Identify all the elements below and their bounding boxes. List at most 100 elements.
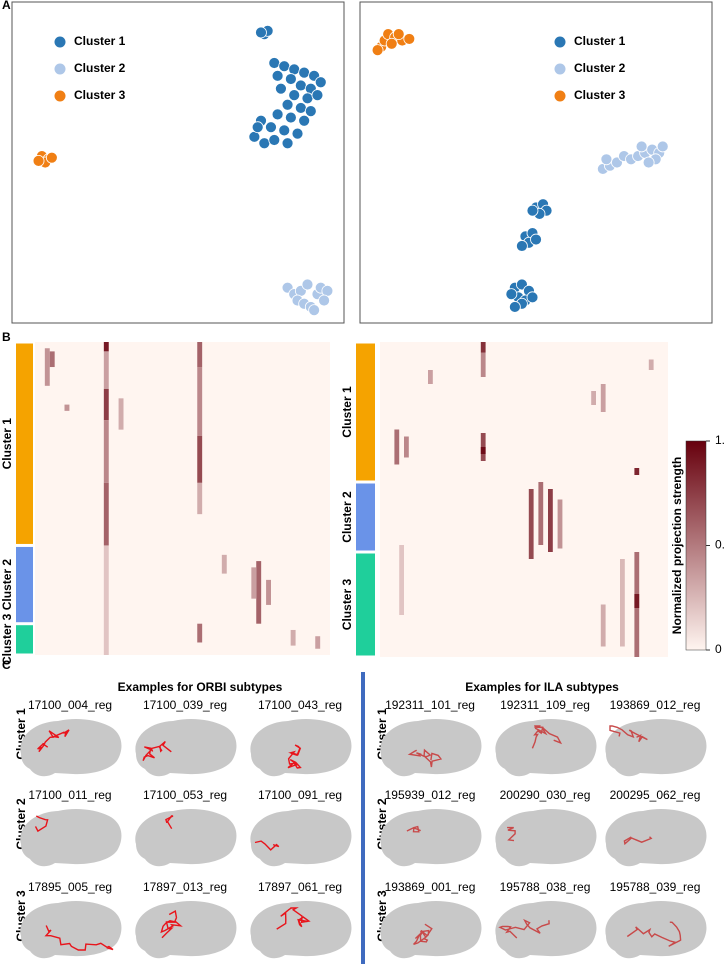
brain-outline xyxy=(605,808,707,867)
heatmap-cell xyxy=(634,468,640,475)
point xyxy=(304,105,317,118)
panel-label: A xyxy=(2,0,11,12)
legend-swatch xyxy=(554,90,566,102)
brain-outline xyxy=(20,718,122,777)
heatmap-cell xyxy=(49,351,55,368)
heatmap-cell xyxy=(557,499,563,549)
cluster-label: Cluster 2 xyxy=(0,559,14,611)
heatmap-cell xyxy=(528,489,534,559)
point xyxy=(268,134,281,146)
brain-outline xyxy=(380,718,482,777)
panel-title: Examples for ILA subtypes xyxy=(465,680,619,694)
heatmap-cell xyxy=(197,435,203,483)
heatmap-cell xyxy=(197,367,203,436)
neuron-trace xyxy=(609,725,648,743)
legend-label: Cluster 1 xyxy=(574,34,626,48)
panel-label: C xyxy=(2,658,11,672)
heatmap-cell xyxy=(103,342,109,352)
example-label: 17897_061_reg xyxy=(258,880,342,894)
point xyxy=(281,98,294,111)
brain-outline xyxy=(495,718,597,777)
heatmap-cell xyxy=(399,545,404,615)
neuron-trace xyxy=(413,923,433,946)
point xyxy=(516,240,528,252)
heatmap-cell xyxy=(197,482,203,515)
point xyxy=(301,278,314,291)
point xyxy=(371,44,384,57)
point xyxy=(318,294,330,307)
example-label: 195788_039_reg xyxy=(610,880,701,894)
heatmap-cell xyxy=(118,398,124,430)
point xyxy=(271,108,284,121)
example-label: 17895_005_reg xyxy=(28,880,112,894)
neuron-trace xyxy=(44,925,114,951)
legend-swatch xyxy=(554,63,566,75)
point xyxy=(288,89,301,101)
heatmap-cell xyxy=(197,342,203,368)
cluster-label: Cluster 2 xyxy=(340,491,354,543)
brain-outline xyxy=(250,900,352,959)
example-label: 193869_012_reg xyxy=(610,698,701,712)
cluster-bar xyxy=(16,546,33,623)
point xyxy=(294,79,307,92)
heatmap-cell xyxy=(591,391,596,405)
point xyxy=(311,89,324,101)
neuron-trace xyxy=(142,740,172,762)
point xyxy=(526,291,539,304)
point xyxy=(508,301,521,313)
heatmap-cell xyxy=(634,594,640,608)
heatmap-cell xyxy=(103,545,109,655)
legend-label: Cluster 3 xyxy=(74,88,126,102)
neuron-trace xyxy=(531,725,563,749)
heatmap-cell xyxy=(394,429,400,465)
neuron-trace xyxy=(407,748,443,768)
legend-swatch xyxy=(54,63,66,75)
plot-frame xyxy=(359,1,713,324)
point xyxy=(385,37,398,50)
heatmap-cell xyxy=(548,489,553,552)
neuron-trace xyxy=(626,921,682,947)
heatmap-cell xyxy=(103,420,109,483)
panel-title: Examples for ORBI subtypes xyxy=(118,680,283,694)
heatmap-cell xyxy=(251,567,257,599)
example-label: 17100_043_reg xyxy=(258,698,342,712)
heatmap-cell xyxy=(600,384,606,412)
brain-outline xyxy=(605,718,707,777)
legend-label: Cluster 2 xyxy=(74,61,126,75)
cluster-label: Cluster 3 xyxy=(340,579,354,631)
neuron-trace xyxy=(406,825,421,833)
brain-outline xyxy=(495,900,597,959)
point xyxy=(291,127,304,140)
heatmap-cell xyxy=(315,636,321,649)
cluster-label: Cluster 1 xyxy=(0,418,14,470)
neuron-trace xyxy=(254,840,280,851)
point xyxy=(278,60,291,73)
neuron-trace xyxy=(287,744,302,769)
example-label: 195788_038_reg xyxy=(500,880,591,894)
heatmap-cell xyxy=(221,554,227,574)
example-label: 17100_053_reg xyxy=(143,788,227,802)
point xyxy=(403,33,416,45)
heatmap-cell xyxy=(197,623,203,643)
point xyxy=(281,137,294,150)
example-label: 17100_091_reg xyxy=(258,788,342,802)
point xyxy=(258,137,271,150)
cluster-bar xyxy=(356,483,375,551)
legend-label: Cluster 2 xyxy=(574,61,626,75)
point xyxy=(268,57,281,69)
cluster-bar xyxy=(356,553,375,656)
heatmap-cell xyxy=(290,629,296,646)
heatmap-cell xyxy=(600,604,606,647)
brain-outline xyxy=(135,808,237,867)
point xyxy=(32,154,45,167)
example-label: 17100_004_reg xyxy=(28,698,112,712)
point xyxy=(298,114,311,127)
colorbar-tick-label: 0 xyxy=(715,642,722,656)
neuron-trace xyxy=(34,815,49,833)
legend-swatch xyxy=(54,90,66,102)
colorbar xyxy=(685,440,707,651)
heatmap-cell xyxy=(103,388,109,421)
point xyxy=(298,66,311,79)
example-label: 200295_062_reg xyxy=(610,788,701,802)
